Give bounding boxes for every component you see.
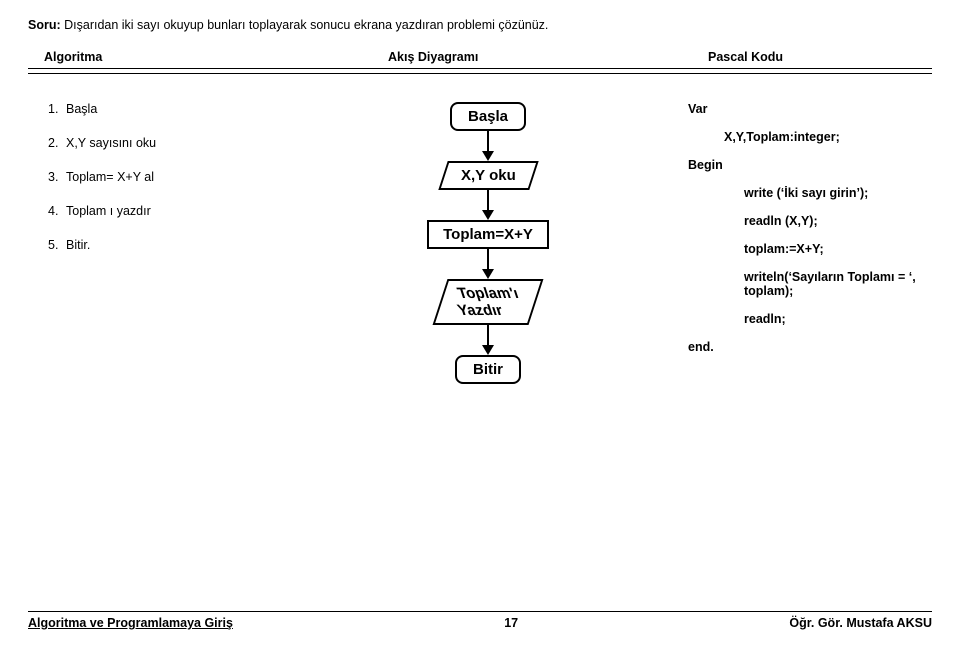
step-number: 1.	[48, 102, 66, 116]
code-line: X,Y,Toplam:integer;	[688, 130, 932, 144]
footer-right: Öğr. Gör. Mustafa AKSU	[789, 616, 932, 630]
page-footer: Algoritma ve Programlamaya Giriş 17 Öğr.…	[28, 611, 932, 630]
code-line: toplam:=X+Y;	[688, 242, 932, 256]
code-line: writeln(‘Sayıların Toplamı = ‘, toplam);	[688, 270, 932, 298]
footer-left: Algoritma ve Programlamaya Giriş	[28, 616, 233, 630]
list-item: 5.Bitir.	[48, 238, 328, 252]
flow-write-line1: Toplam'ı	[455, 285, 520, 302]
pascal-column: Var X,Y,Toplam:integer; Begin write (‘İk…	[648, 102, 932, 384]
flow-process: Toplam=X+Y	[427, 220, 549, 249]
step-text: X,Y sayısını oku	[66, 136, 156, 150]
arrow-head-icon	[482, 345, 494, 355]
column-headers: Algoritma Akış Diyagramı Pascal Kodu	[28, 50, 932, 69]
code-line: Var	[688, 102, 932, 116]
arrow-stem	[487, 190, 489, 210]
step-text: Bitir.	[66, 238, 90, 252]
arrow-head-icon	[482, 210, 494, 220]
flow-write-line2: Yazdır	[455, 302, 505, 319]
list-item: 4.Toplam ı yazdır	[48, 204, 328, 218]
code-line: readln (X,Y);	[688, 214, 932, 228]
algorithm-column: 1.Başla 2.X,Y sayısını oku 3.Toplam= X+Y…	[28, 102, 328, 384]
header-algoritma: Algoritma	[28, 50, 328, 64]
arrow-stem	[487, 249, 489, 269]
flow-arrow	[482, 325, 494, 355]
columns: 1.Başla 2.X,Y sayısını oku 3.Toplam= X+Y…	[28, 102, 932, 384]
arrow-head-icon	[482, 269, 494, 279]
arrow-stem	[487, 325, 489, 345]
arrow-stem	[487, 131, 489, 151]
step-number: 5.	[48, 238, 66, 252]
header-rule	[28, 73, 932, 74]
code-line: Begin	[688, 158, 932, 172]
step-text: Toplam ı yazdır	[66, 204, 151, 218]
step-text: Toplam= X+Y al	[66, 170, 154, 184]
code-line: write (‘İki sayı girin’);	[688, 186, 932, 200]
question-prefix: Soru:	[28, 18, 61, 32]
header-akis: Akış Diyagramı	[328, 50, 648, 64]
question-text: Dışarıdan iki sayı okuyup bunları toplay…	[61, 18, 549, 32]
header-pascal: Pascal Kodu	[648, 50, 932, 64]
flow-io-write: Toplam'ıYazdır	[433, 279, 544, 325]
list-item: 2.X,Y sayısını oku	[48, 136, 328, 150]
step-number: 3.	[48, 170, 66, 184]
flow-arrow	[482, 131, 494, 161]
flow-arrow	[482, 190, 494, 220]
footer-center: 17	[504, 616, 518, 630]
step-number: 4.	[48, 204, 66, 218]
question-line: Soru: Dışarıdan iki sayı okuyup bunları …	[28, 18, 932, 32]
list-item: 3.Toplam= X+Y al	[48, 170, 328, 184]
step-number: 2.	[48, 136, 66, 150]
arrow-head-icon	[482, 151, 494, 161]
flow-io-write-label: Toplam'ıYazdır	[458, 285, 518, 319]
flow-arrow	[482, 249, 494, 279]
flowchart-column: Başla X,Y oku Toplam=X+Y Toplam'ıYazdır …	[328, 102, 648, 384]
flow-terminal-start: Başla	[450, 102, 526, 131]
flow-io-read: X,Y oku	[438, 161, 538, 190]
flow-io-read-label: X,Y oku	[461, 167, 516, 184]
list-item: 1.Başla	[48, 102, 328, 116]
flow-terminal-end: Bitir	[455, 355, 521, 384]
code-line: readln;	[688, 312, 932, 326]
algorithm-list: 1.Başla 2.X,Y sayısını oku 3.Toplam= X+Y…	[28, 102, 328, 252]
step-text: Başla	[66, 102, 97, 116]
code-line: end.	[688, 340, 932, 354]
